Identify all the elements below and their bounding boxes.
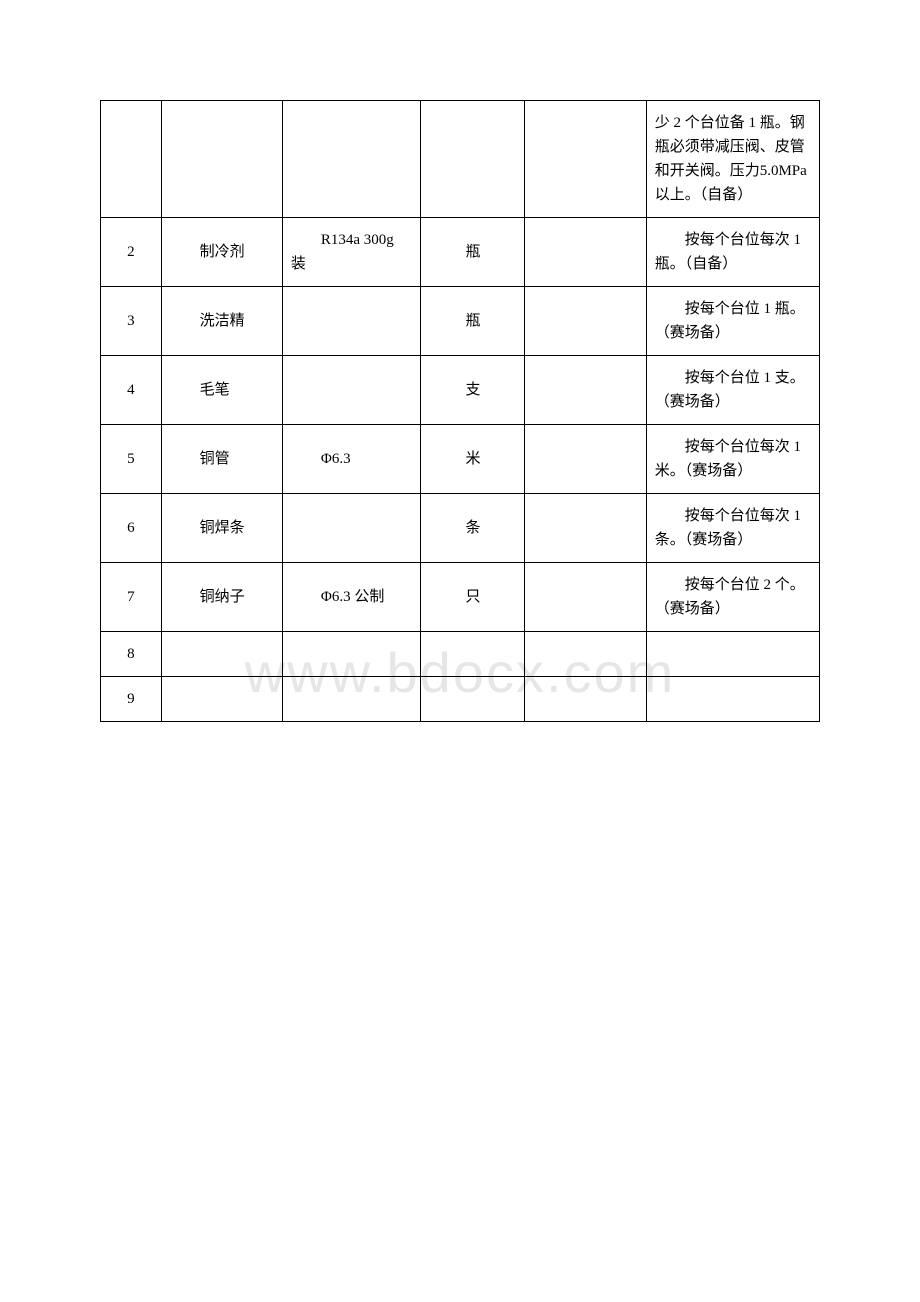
- cell-name: 洗洁精: [161, 287, 282, 356]
- cell-spec: Φ6.3 公制: [282, 563, 421, 632]
- cell-num: 9: [101, 677, 162, 722]
- cell-num: [101, 101, 162, 218]
- cell-remark: 按每个台位每次 1 瓶。（自备）: [646, 218, 819, 287]
- cell-num: 5: [101, 425, 162, 494]
- cell-empty: [525, 287, 646, 356]
- cell-name: 制冷剂: [161, 218, 282, 287]
- cell-name: [161, 632, 282, 677]
- cell-num: 2: [101, 218, 162, 287]
- cell-spec: [282, 356, 421, 425]
- cell-name: 毛笔: [161, 356, 282, 425]
- cell-unit: [421, 677, 525, 722]
- cell-num: 8: [101, 632, 162, 677]
- cell-spec: [282, 287, 421, 356]
- cell-unit: 支: [421, 356, 525, 425]
- cell-unit: 瓶: [421, 218, 525, 287]
- cell-name: [161, 101, 282, 218]
- cell-remark: 按每个台位每次 1 条。（赛场备）: [646, 494, 819, 563]
- cell-num: 3: [101, 287, 162, 356]
- cell-empty: [525, 632, 646, 677]
- table-row: 2 制冷剂 R134a 300g 装 瓶 按每个台位每次 1 瓶。（自备）: [101, 218, 820, 287]
- table-row: 3 洗洁精 瓶 按每个台位 1 瓶。（赛场备）: [101, 287, 820, 356]
- cell-spec: R134a 300g 装: [282, 218, 421, 287]
- cell-spec: [282, 632, 421, 677]
- cell-remark: 按每个台位 1 瓶。（赛场备）: [646, 287, 819, 356]
- table-row: 7 铜纳子 Φ6.3 公制 只 按每个台位 2 个。（赛场备）: [101, 563, 820, 632]
- table-row: 少 2 个台位备 1 瓶。钢瓶必须带减压阀、皮管和开关阀。压力5.0MPa 以上…: [101, 101, 820, 218]
- cell-remark: 少 2 个台位备 1 瓶。钢瓶必须带减压阀、皮管和开关阀。压力5.0MPa 以上…: [646, 101, 819, 218]
- cell-unit: 只: [421, 563, 525, 632]
- table-row: 9: [101, 677, 820, 722]
- cell-name: [161, 677, 282, 722]
- cell-spec: [282, 101, 421, 218]
- cell-num: 4: [101, 356, 162, 425]
- cell-unit: 瓶: [421, 287, 525, 356]
- cell-name: 铜纳子: [161, 563, 282, 632]
- cell-empty: [525, 218, 646, 287]
- cell-num: 6: [101, 494, 162, 563]
- cell-unit: [421, 101, 525, 218]
- cell-empty: [525, 425, 646, 494]
- cell-remark: 按每个台位 2 个。（赛场备）: [646, 563, 819, 632]
- cell-unit: [421, 632, 525, 677]
- cell-name: 铜管: [161, 425, 282, 494]
- cell-spec: [282, 677, 421, 722]
- table-row: 4 毛笔 支 按每个台位 1 支。（赛场备）: [101, 356, 820, 425]
- cell-remark: [646, 632, 819, 677]
- table-container: 少 2 个台位备 1 瓶。钢瓶必须带减压阀、皮管和开关阀。压力5.0MPa 以上…: [100, 100, 820, 722]
- cell-remark: 按每个台位 1 支。（赛场备）: [646, 356, 819, 425]
- cell-name: 铜焊条: [161, 494, 282, 563]
- cell-empty: [525, 356, 646, 425]
- cell-spec: [282, 494, 421, 563]
- cell-empty: [525, 101, 646, 218]
- cell-num: 7: [101, 563, 162, 632]
- cell-empty: [525, 563, 646, 632]
- materials-table: 少 2 个台位备 1 瓶。钢瓶必须带减压阀、皮管和开关阀。压力5.0MPa 以上…: [100, 100, 820, 722]
- cell-empty: [525, 494, 646, 563]
- cell-spec: Φ6.3: [282, 425, 421, 494]
- cell-remark: 按每个台位每次 1 米。（赛场备）: [646, 425, 819, 494]
- table-row: 5 铜管 Φ6.3 米 按每个台位每次 1 米。（赛场备）: [101, 425, 820, 494]
- cell-remark: [646, 677, 819, 722]
- cell-unit: 米: [421, 425, 525, 494]
- cell-empty: [525, 677, 646, 722]
- table-row: 6 铜焊条 条 按每个台位每次 1 条。（赛场备）: [101, 494, 820, 563]
- table-row: 8: [101, 632, 820, 677]
- cell-unit: 条: [421, 494, 525, 563]
